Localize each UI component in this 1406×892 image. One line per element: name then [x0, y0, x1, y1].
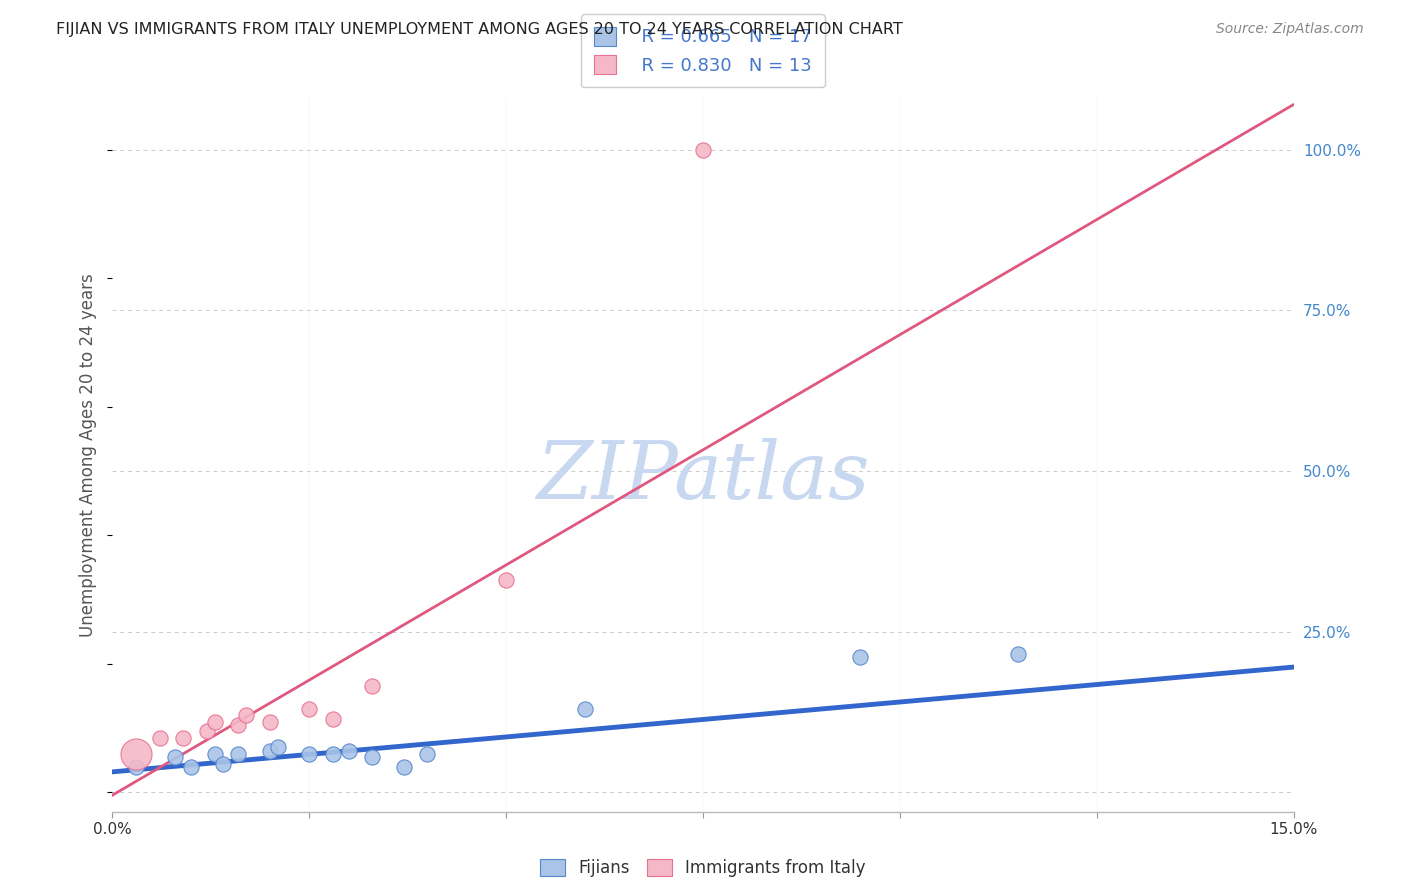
Point: [495, 574, 517, 588]
Point: [849, 650, 872, 665]
Point: [235, 708, 257, 723]
Point: [361, 679, 384, 693]
Point: [574, 702, 596, 716]
Point: [298, 702, 321, 716]
Point: [322, 711, 344, 725]
Point: [267, 740, 290, 755]
Point: [259, 714, 281, 729]
Point: [361, 750, 384, 764]
Point: [149, 731, 172, 745]
Point: [259, 744, 281, 758]
Point: [692, 143, 714, 157]
Point: [195, 724, 218, 739]
Point: [228, 747, 250, 761]
Point: [180, 760, 202, 774]
Point: [1007, 647, 1029, 661]
Text: FIJIAN VS IMMIGRANTS FROM ITALY UNEMPLOYMENT AMONG AGES 20 TO 24 YEARS CORRELATI: FIJIAN VS IMMIGRANTS FROM ITALY UNEMPLOY…: [56, 22, 903, 37]
Point: [204, 714, 226, 729]
Point: [322, 747, 344, 761]
Point: [337, 744, 360, 758]
Point: [125, 747, 148, 761]
Text: Source: ZipAtlas.com: Source: ZipAtlas.com: [1216, 22, 1364, 37]
Point: [125, 760, 148, 774]
Point: [392, 760, 415, 774]
Text: ZIPatlas: ZIPatlas: [536, 438, 870, 515]
Point: [211, 756, 233, 771]
Point: [204, 747, 226, 761]
Point: [165, 750, 187, 764]
Point: [228, 718, 250, 732]
Legend: Fijians, Immigrants from Italy: Fijians, Immigrants from Italy: [531, 851, 875, 886]
Point: [416, 747, 439, 761]
Point: [172, 731, 194, 745]
Y-axis label: Unemployment Among Ages 20 to 24 years: Unemployment Among Ages 20 to 24 years: [79, 273, 97, 637]
Point: [298, 747, 321, 761]
